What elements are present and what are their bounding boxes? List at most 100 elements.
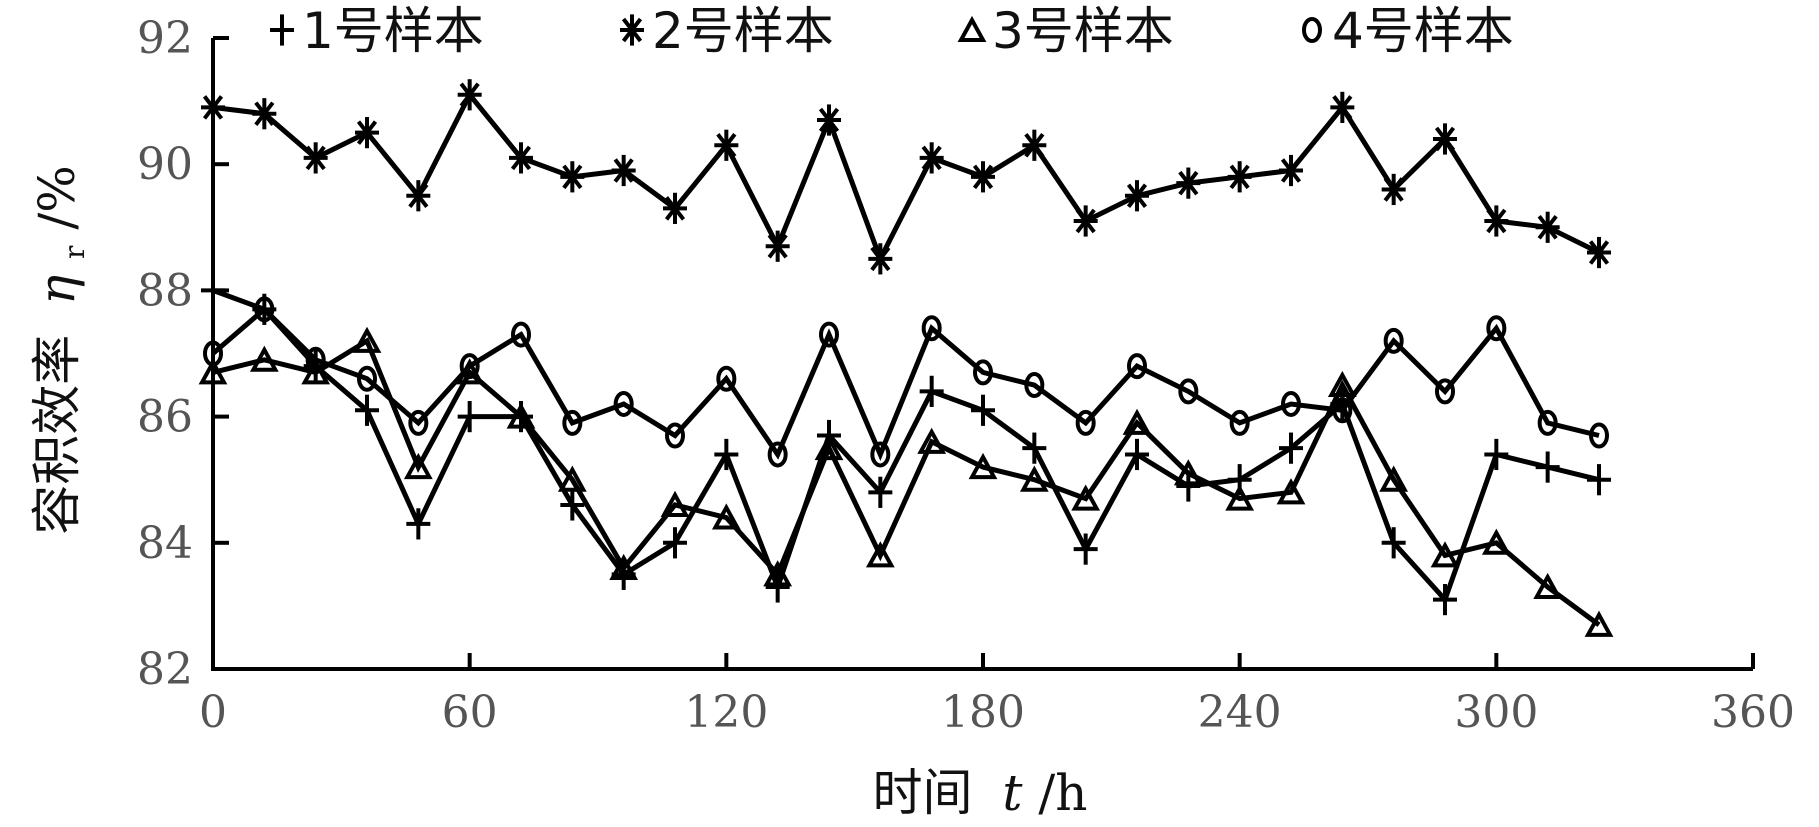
series-2-point — [765, 230, 790, 262]
x-tick-label: 120 — [684, 687, 768, 738]
series-3-line — [212, 337, 1601, 627]
series-4-point — [305, 346, 326, 373]
y-axis-title-subscript: r — [58, 245, 91, 259]
series-3-point — [1481, 528, 1511, 555]
series-4-point — [973, 359, 993, 386]
legend-label: 4号样本 — [1332, 2, 1514, 60]
x-axis-title: 时间 t /h — [873, 764, 1088, 822]
x-tick-label: 240 — [1198, 687, 1282, 738]
series-layer — [198, 79, 1614, 637]
series-4 — [203, 296, 1609, 468]
series-1-point — [1381, 527, 1406, 559]
series-1-point — [406, 508, 431, 540]
series-2-point — [1227, 161, 1252, 193]
series-2-point — [1535, 211, 1560, 243]
series-1-point — [1587, 464, 1611, 496]
series-2-point — [1484, 205, 1509, 237]
series-2-point — [714, 129, 739, 161]
series-2-point — [611, 154, 636, 187]
x-tick-label: 300 — [1454, 687, 1538, 738]
series-4-point — [408, 409, 429, 436]
legend-item-4: 4号样本 — [1302, 2, 1514, 60]
series-3-point — [198, 358, 228, 385]
series-1-point — [355, 394, 379, 426]
series-3-point — [609, 553, 639, 581]
series-3-point — [1379, 465, 1409, 492]
series-3-point — [506, 402, 536, 429]
legend-label: 3号样本 — [992, 2, 1174, 60]
legend-marker — [957, 15, 987, 42]
series-2-point — [1587, 236, 1611, 269]
series-3-point — [1225, 484, 1255, 511]
series-3-point — [1430, 541, 1460, 568]
series-2-point — [663, 192, 687, 224]
series-4-point — [613, 390, 634, 417]
x-tick-label: 360 — [1711, 687, 1795, 738]
series-2-point — [560, 161, 585, 193]
series-3-point — [660, 490, 690, 517]
series-1-point — [919, 375, 944, 407]
series-2-point — [1176, 167, 1201, 199]
x-tick-label: 180 — [941, 687, 1025, 738]
y-axis-title-text: 容积效率 — [28, 335, 86, 535]
series-1-point — [560, 489, 585, 521]
series-2-point — [868, 243, 893, 275]
series-1-point — [201, 274, 225, 306]
series-4-point — [921, 315, 942, 342]
series-2-point — [252, 98, 277, 130]
legend: 1号样本 2号样本 3号样本 4号样本 — [270, 2, 1514, 60]
series-4-point — [459, 353, 480, 380]
series-3-point — [1276, 478, 1306, 505]
series-4-point — [1127, 353, 1147, 380]
legend-item-1: 1号样本 — [270, 2, 484, 60]
series-4-point — [1281, 390, 1301, 417]
x-tick-label: 60 — [442, 687, 498, 738]
series-2-point — [1073, 205, 1098, 237]
series-2-point — [1330, 91, 1355, 124]
series-2-line — [212, 90, 1601, 266]
series-1-point — [1279, 432, 1303, 464]
series-1-point — [971, 394, 995, 426]
series-4-point — [1024, 372, 1045, 399]
series-1-point — [1433, 583, 1457, 616]
series-3-point — [352, 326, 382, 353]
series-1-point — [1022, 432, 1047, 464]
series-3-point — [1122, 408, 1152, 435]
series-4-point — [1178, 378, 1199, 405]
series-2-point — [1279, 154, 1303, 187]
series-4-point — [665, 422, 685, 449]
legend-item-3: 3号样本 — [957, 2, 1174, 60]
legend-label: 1号样本 — [302, 2, 484, 60]
y-tick-label: 86 — [137, 392, 193, 443]
series-4-point — [357, 365, 377, 392]
series-2-point — [817, 104, 841, 136]
series-1-point — [457, 401, 482, 433]
series-2-point — [355, 117, 379, 149]
series-4-point — [562, 409, 583, 436]
series-4-point — [1332, 397, 1353, 424]
series-2-point — [1125, 180, 1149, 212]
series-3-point — [1019, 465, 1049, 492]
series-3-point — [814, 433, 844, 461]
series-4-point — [254, 296, 275, 323]
series-4-point — [1075, 409, 1096, 436]
legend-marker — [1302, 17, 1322, 43]
series-1-point — [1073, 533, 1098, 565]
y-tick-label: 84 — [137, 518, 193, 569]
series-2-point — [1381, 173, 1406, 206]
series-3-point — [968, 452, 998, 480]
y-tick-label: 82 — [137, 644, 193, 695]
series-3-point — [249, 345, 279, 372]
series-2-point — [919, 142, 944, 174]
y-axis-title: 容积效率 η r /% — [28, 165, 96, 534]
series-3-point — [1584, 610, 1614, 637]
series-1-point — [1484, 438, 1509, 471]
series-3-point — [865, 541, 895, 568]
series-4-point — [1383, 327, 1404, 354]
series-3-point — [1173, 459, 1203, 486]
series-4-line — [211, 305, 1600, 461]
series-4-point — [1435, 378, 1455, 405]
series-1-line — [212, 288, 1600, 605]
x-tick-label: 0 — [199, 687, 227, 738]
series-2-point — [457, 79, 482, 111]
